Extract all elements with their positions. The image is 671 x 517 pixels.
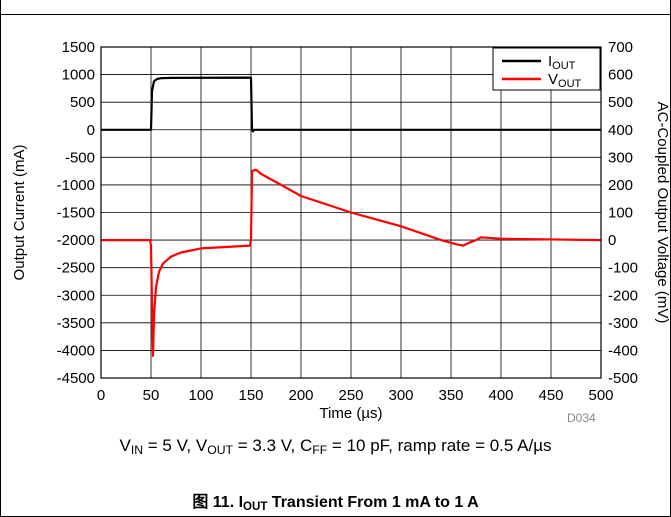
legend-box — [492, 47, 601, 91]
plot-border — [100, 46, 602, 379]
x-tick-label: 50 — [143, 387, 160, 404]
y-left-tick-label: -3500 — [57, 315, 95, 332]
y-right-tick-label: -400 — [608, 342, 638, 359]
y-left-tick-label: -3000 — [57, 287, 95, 304]
legend-label: IOUT — [548, 53, 576, 72]
figure-code: D034 — [567, 411, 596, 425]
test-conditions: VIN = 5 V, VOUT = 3.3 V, CFF = 10 pF, ra… — [119, 436, 552, 458]
y-axis-label-right: AC-Coupled Output Voltage (mV) — [654, 102, 671, 324]
y-left-tick-label: -2500 — [57, 260, 95, 277]
x-tick-label: 200 — [288, 387, 313, 404]
x-tick-label: 500 — [588, 387, 613, 404]
y-right-tick-label: 500 — [608, 94, 633, 111]
x-axis-label: Time (µs) — [319, 405, 382, 422]
legend-label: VOUT — [548, 71, 582, 90]
x-tick-label: 350 — [438, 387, 463, 404]
x-tick-labels: 0 50 100 150 200 250 300 350 400 450 500 — [97, 387, 614, 404]
x-tick-label: 0 — [97, 387, 105, 404]
series-line-out-i — [101, 76, 601, 133]
x-tick-label: 450 — [538, 387, 563, 404]
y-left-tick-label: -4500 — [57, 370, 95, 387]
y-left-tick-label: -1500 — [57, 205, 95, 222]
transient-chart: 0 50 100 150 200 250 300 350 400 450 500 150010005… — [11, 39, 671, 425]
y-right-tick-label: 200 — [608, 177, 633, 194]
series-group — [101, 76, 602, 357]
x-tick-label: 400 — [488, 387, 513, 404]
y-right-tick-label: -100 — [608, 260, 638, 277]
y-right-tick-label: 0 — [608, 232, 616, 249]
figure-title: 图 11. IOUT Transient From 1 mA to 1 A — [192, 494, 479, 513]
y-right-tick-label: -200 — [608, 287, 638, 304]
y-right-tick-label: -300 — [608, 315, 638, 332]
y-left-tick-labels: 1500 1000 500 0 -500 -1000 -1500 -2000 -2500 -300… — [57, 39, 95, 387]
y-right-tick-label: 100 — [608, 205, 633, 222]
x-tick-label: 250 — [338, 387, 363, 404]
x-tick-label: 100 — [188, 387, 213, 404]
x-tick-label: 150 — [238, 387, 263, 404]
y-right-tick-label: 300 — [608, 149, 633, 166]
y-left-tick-label: 0 — [87, 122, 95, 139]
y-left-tick-label: 1500 — [62, 39, 95, 56]
y-right-tick-label: 700 — [608, 39, 633, 56]
y-left-tick-label: 500 — [70, 94, 95, 111]
y-left-tick-label: -500 — [65, 149, 95, 166]
y-right-tick-label: 600 — [608, 67, 633, 84]
y-left-tick-label: -4000 — [57, 342, 95, 359]
frame-divider — [0, 14, 671, 15]
y-axis-label-left: Output Current (mA) — [11, 145, 28, 281]
y-left-tick-label: 1000 — [62, 67, 95, 84]
y-right-tick-labels: 700 600 500 400 300 200 100 0 -100 -200 -300 -400 -5… — [608, 39, 638, 387]
y-left-tick-label: -1000 — [57, 177, 95, 194]
y-left-tick-label: -2000 — [57, 232, 95, 249]
y-right-tick-label: -500 — [608, 370, 638, 387]
x-tick-label: 300 — [388, 387, 413, 404]
y-right-tick-label: 400 — [608, 122, 633, 139]
series-line-out-v — [101, 168, 602, 357]
